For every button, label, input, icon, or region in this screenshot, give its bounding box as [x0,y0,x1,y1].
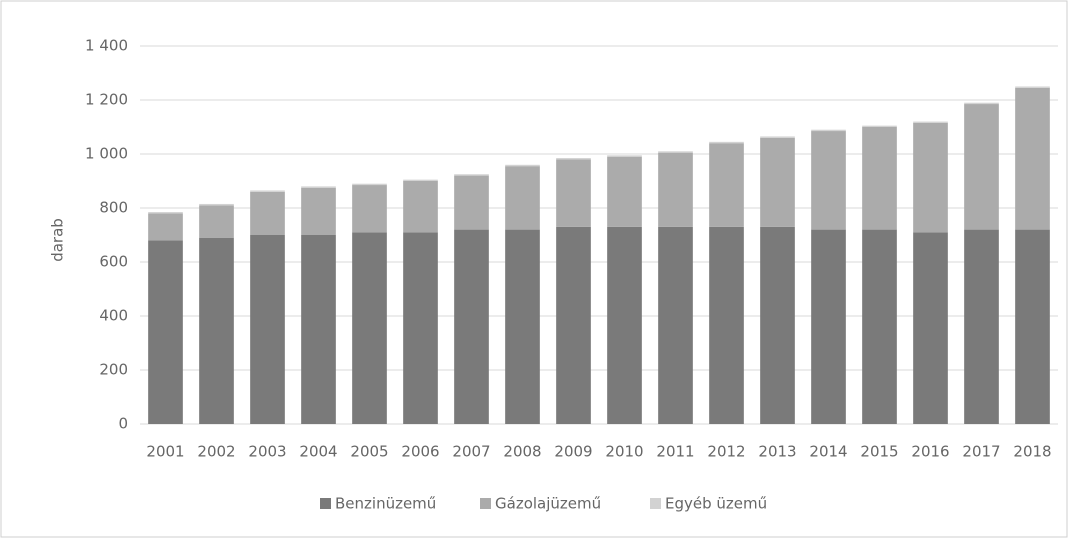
bar-segment [607,155,642,157]
bar-segment [352,232,387,424]
bar-segment [301,187,336,235]
x-tick-label: 2002 [197,443,235,461]
bar-segment [403,181,438,233]
bar-segment [913,232,948,424]
bar-segment [709,141,744,144]
legend-swatch [320,498,331,509]
bar-segment [505,166,540,230]
x-tick-label: 2014 [809,443,847,461]
bar-segment [352,185,387,233]
bar-segment [913,121,948,123]
bar-segment [709,143,744,227]
x-tick-label: 2009 [554,443,592,461]
bar-segment [811,129,846,132]
bar-segment [454,175,489,230]
x-tick-label: 2007 [452,443,490,461]
bar-segment [556,159,591,227]
x-tick-label: 2004 [299,443,337,461]
bar-segment [862,127,897,230]
y-tick-label: 600 [99,253,128,271]
bar-segment [964,104,999,230]
bar-segment [148,240,183,424]
legend-swatch [650,498,661,509]
x-tick-label: 2016 [911,443,949,461]
bar-segment [556,158,591,160]
bar-segment [403,232,438,424]
bar-segment [505,164,540,167]
bar-segment [301,186,336,188]
bar-segment [250,190,285,192]
x-tick-label: 2010 [605,443,643,461]
x-tick-label: 2013 [758,443,796,461]
bar-segment [760,137,795,227]
x-tick-label: 2011 [656,443,694,461]
x-tick-label: 2003 [248,443,286,461]
y-axis-label: darab [49,218,67,262]
bar-segment [301,235,336,424]
legend-label: Benzinüzemű [335,495,436,513]
bar-segment [1015,87,1050,230]
x-tick-label: 2006 [401,443,439,461]
bar-segment [658,226,693,424]
bar-segment [658,152,693,227]
bar-segment [199,205,234,238]
bar-segment [862,229,897,424]
x-tick-label: 2015 [860,443,898,461]
bar-segment [811,131,846,230]
bar-segment [760,136,795,138]
bar-segment [811,229,846,424]
bar-segment [658,151,693,153]
bar-segment [454,229,489,424]
bar-segment [760,226,795,424]
bar-segment [913,122,948,233]
bar-segment [454,174,489,176]
x-tick-label: 2012 [707,443,745,461]
bar-segment [250,235,285,424]
y-tick-label: 1 000 [85,145,128,163]
y-tick-label: 800 [99,199,128,217]
bar-segment [505,229,540,424]
bar-segment [862,125,897,127]
bar-segment [556,226,591,424]
bar-segment [199,203,234,206]
bar-segment [964,229,999,424]
bar-segment [1015,86,1050,88]
y-tick-label: 0 [118,415,128,433]
bar-segment [709,226,744,424]
y-tick-label: 1 200 [85,91,128,109]
legend-swatch [480,498,491,509]
bar-segment [964,102,999,105]
x-tick-label: 2001 [146,443,184,461]
bar-segment [148,213,183,241]
bar-segment [352,183,387,186]
y-tick-label: 1 400 [85,37,128,55]
y-tick-label: 400 [99,307,128,325]
x-tick-label: 2018 [1013,443,1051,461]
bar-segment [1015,229,1050,424]
x-tick-label: 2017 [962,443,1000,461]
bar-segment [199,237,234,424]
x-tick-label: 2005 [350,443,388,461]
bar-segment [403,179,438,181]
bar-segment [148,212,183,214]
bar-segment [607,156,642,227]
x-tick-label: 2008 [503,443,541,461]
bar-segment [607,226,642,424]
y-tick-label: 200 [99,361,128,379]
bar-segment [250,191,285,235]
legend-label: Egyéb üzemű [665,495,767,513]
legend-label: Gázolajüzemű [495,495,601,513]
